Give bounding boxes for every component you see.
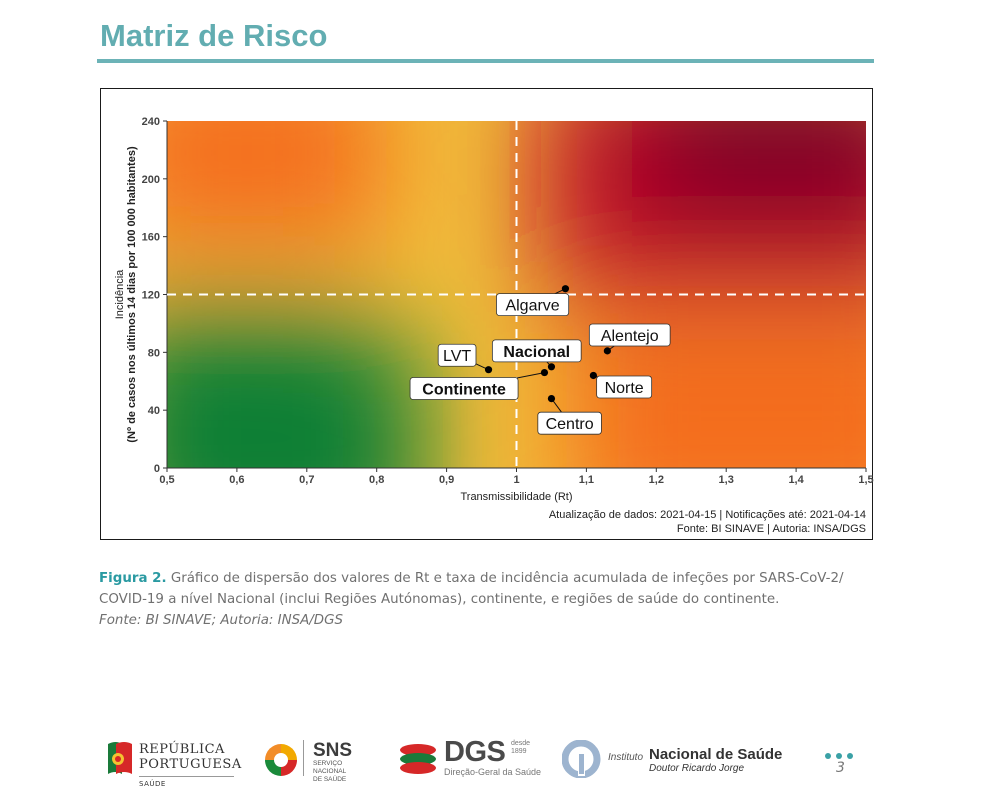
x-tick-label: 0,8 <box>369 474 384 486</box>
insa-logo <box>561 739 602 782</box>
y-tick-label: 120 <box>142 290 160 302</box>
x-tick-label: 1,1 <box>579 474 594 486</box>
x-tick-label: 1 <box>513 474 519 486</box>
footer-logos: REPÚBLICA PORTUGUESA SAÚDE SNS SERVIÇO N… <box>0 730 992 808</box>
figure-label: Figura 2. <box>99 571 167 586</box>
chart-note-update: Atualização de dados: 2021-04-15 | Notif… <box>548 509 866 521</box>
point-alentejo <box>603 347 611 355</box>
y-tick-label: 80 <box>148 347 160 359</box>
chart-frame: 0,5 0,6 0,7 0,8 0,9 1 1,1 1,2 1,3 1,4 1,5 0 40 80 120 1… <box>100 88 874 540</box>
y-tick-label: 240 <box>142 116 160 128</box>
insa-emblem-icon <box>561 739 601 779</box>
label-box-continente <box>409 377 519 400</box>
dgs-year: 1899 <box>511 748 527 755</box>
y-tick-label: 0 <box>154 463 160 475</box>
label-box-lvt <box>437 343 477 367</box>
risk-gradient-background <box>167 121 866 468</box>
y-tick-label: 200 <box>142 174 160 186</box>
figure-caption-text: Gráfico de dispersão dos valores de Rt e… <box>99 571 844 607</box>
x-tick-label: 0,6 <box>229 474 244 486</box>
risk-matrix-chart: 0,5 0,6 0,7 0,8 0,9 1 1,1 1,2 1,3 1,4 1,5 0 40 80 120 1… <box>114 116 874 503</box>
label-box-alentejo <box>588 323 671 347</box>
figure-source: Fonte: BI SINAVE; Autoria: INSA/DGS <box>99 613 343 628</box>
dgs-sub: Direção-Geral da Saúde <box>444 767 542 777</box>
x-tick-label: 1,3 <box>719 474 734 486</box>
label-box-norte <box>596 375 653 399</box>
figure-caption: Figura 2. Gráfico de dispersão dos valor… <box>99 568 879 631</box>
point-lvt <box>484 366 493 374</box>
x-tick-label: 1,5 <box>858 474 873 486</box>
y-tick-label: 160 <box>142 232 160 244</box>
x-tick-label: 0,5 <box>159 474 174 486</box>
sns-name: SNS <box>313 740 353 761</box>
y-axis-title-line1: Incidência <box>114 269 126 319</box>
label-box-algarve <box>496 293 570 317</box>
point-label-lvt: LVT <box>443 348 471 365</box>
y-tick-label: 40 <box>148 405 160 417</box>
point-label-algarve: Algarve <box>505 298 559 315</box>
sns-emblem-icon <box>265 744 297 776</box>
portugal-flag-icon <box>108 742 132 774</box>
point-label-norte: Norte <box>605 380 644 397</box>
insa-name: Nacional de Saúde <box>649 746 783 763</box>
point-centro <box>547 395 556 403</box>
x-tick-label: 1,2 <box>649 474 664 486</box>
republica-portuguesa-logo <box>106 740 134 780</box>
point-label-centro: Centro <box>546 416 594 433</box>
title-rule <box>97 59 874 63</box>
x-tick-label: 0,7 <box>299 474 314 486</box>
chart-note-source: Fonte: BI SINAVE | Autoria: INSA/DGS <box>676 523 866 535</box>
dgs-name: DGS <box>444 736 506 768</box>
point-label-alentejo: Alentejo <box>601 328 659 345</box>
label-box-nacional <box>491 339 582 363</box>
point-label-continente: Continente <box>422 381 506 398</box>
point-continente <box>540 368 549 377</box>
label-box-centro <box>537 411 602 435</box>
y-axis-title-line2: (Nº de casos nos últimos 14 dias por 100… <box>126 146 138 443</box>
republica-line1: REPÚBLICA <box>139 742 225 757</box>
insa-prefix: Instituto <box>608 752 644 763</box>
dgs-logo <box>398 740 438 782</box>
sns-sub-line1: SERVIÇO NACIONAL <box>313 760 347 775</box>
sns-logo <box>263 742 299 782</box>
point-algarve <box>561 285 570 293</box>
more-dots-icon <box>825 744 858 763</box>
republica-line2: PORTUGUESA <box>139 757 242 772</box>
republica-sub: SAÚDE <box>139 780 166 788</box>
point-label-nacional: Nacional <box>503 344 570 361</box>
page-title: Matriz de Risco <box>100 18 328 53</box>
point-nacional <box>547 363 556 371</box>
point-norte <box>589 371 597 380</box>
insa-sub: Doutor Ricardo Jorge <box>649 763 745 774</box>
sns-sub-line2: DE SAÚDE <box>313 776 347 783</box>
page-number: 3 <box>836 760 845 776</box>
x-axis-title: Transmissibilidade (Rt) <box>460 491 572 503</box>
dgs-emblem-icon <box>400 744 436 774</box>
x-tick-label: 1,4 <box>788 474 804 486</box>
x-tick-label: 0,9 <box>439 474 454 486</box>
dgs-since: desde <box>511 740 531 747</box>
